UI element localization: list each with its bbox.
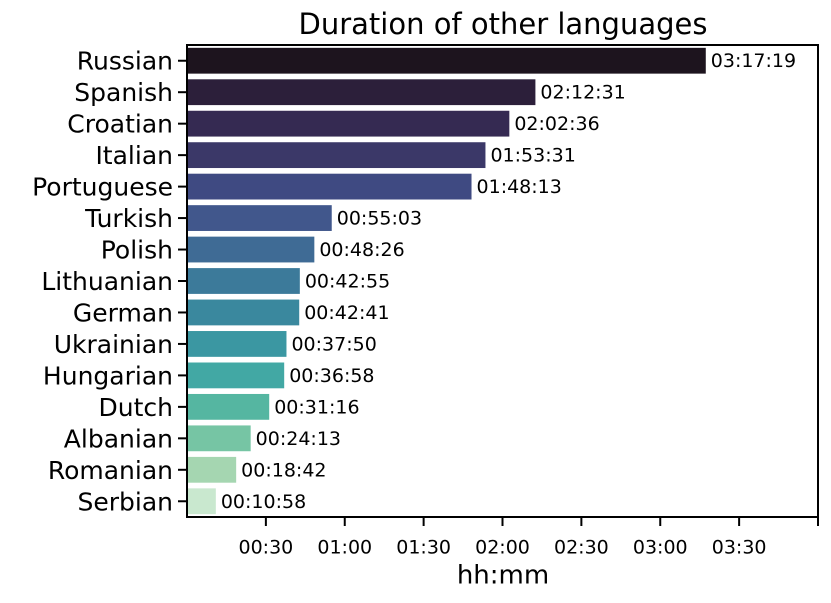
bar bbox=[187, 47, 706, 74]
bar bbox=[187, 456, 237, 483]
bar bbox=[187, 362, 285, 389]
value-label: 01:48:13 bbox=[477, 176, 562, 198]
value-label: 00:37:50 bbox=[291, 333, 376, 355]
bar bbox=[187, 268, 300, 294]
y-tick-label: Portuguese bbox=[32, 173, 173, 202]
x-tick-label: 01:30 bbox=[396, 537, 451, 559]
x-tick-label: 02:30 bbox=[554, 537, 609, 559]
value-label: 00:24:13 bbox=[256, 428, 341, 450]
bar bbox=[187, 79, 536, 106]
value-label: 01:53:31 bbox=[490, 145, 575, 167]
bar bbox=[187, 110, 510, 137]
y-tick-label: Romanian bbox=[48, 456, 173, 485]
y-tick-label: Hungarian bbox=[43, 361, 173, 390]
x-tick-label: 03:30 bbox=[712, 537, 767, 559]
y-tick-label: Spanish bbox=[74, 78, 173, 107]
bar bbox=[187, 173, 472, 200]
y-tick-label: Russian bbox=[77, 47, 173, 76]
value-label: 00:31:16 bbox=[274, 396, 359, 418]
bar bbox=[187, 142, 486, 169]
bar bbox=[187, 425, 251, 452]
y-tick-label: Ukrainian bbox=[54, 330, 173, 359]
value-label: 00:36:58 bbox=[289, 365, 374, 387]
value-label: 03:17:19 bbox=[711, 50, 796, 72]
value-label: 02:12:31 bbox=[540, 82, 625, 104]
bar bbox=[187, 393, 270, 420]
y-tick-label: Polish bbox=[101, 236, 173, 265]
bar bbox=[187, 331, 287, 357]
y-tick-label: Serbian bbox=[77, 487, 173, 516]
value-label: 00:48:26 bbox=[319, 239, 404, 261]
x-tick-label: 01:00 bbox=[317, 537, 372, 559]
value-label: 00:42:55 bbox=[305, 271, 390, 293]
x-axis-label: hh:mm bbox=[457, 561, 549, 591]
value-label: 00:42:41 bbox=[304, 302, 389, 324]
bar bbox=[187, 236, 315, 263]
bar bbox=[187, 205, 332, 231]
y-tick-label: Croatian bbox=[67, 110, 173, 139]
y-tick-label: Turkish bbox=[84, 204, 173, 233]
chart-title: Duration of other languages bbox=[299, 7, 708, 41]
value-label: 00:10:58 bbox=[221, 491, 306, 513]
value-label: 00:55:03 bbox=[337, 208, 422, 230]
y-tick-label: Lithuanian bbox=[41, 267, 173, 296]
y-tick-label: Albanian bbox=[64, 424, 173, 453]
bar bbox=[187, 299, 300, 326]
bar bbox=[187, 488, 216, 515]
x-tick-label: 00:30 bbox=[238, 537, 293, 559]
y-tick-label: Italian bbox=[95, 141, 173, 170]
plot-frame bbox=[186, 44, 819, 518]
value-label: 00:18:42 bbox=[241, 459, 326, 481]
x-tick-label: 02:00 bbox=[475, 537, 530, 559]
y-tick-label: Dutch bbox=[99, 393, 174, 422]
value-label: 02:02:36 bbox=[514, 113, 599, 135]
x-tick-label: 03:00 bbox=[633, 537, 688, 559]
y-tick-label: German bbox=[73, 298, 173, 327]
